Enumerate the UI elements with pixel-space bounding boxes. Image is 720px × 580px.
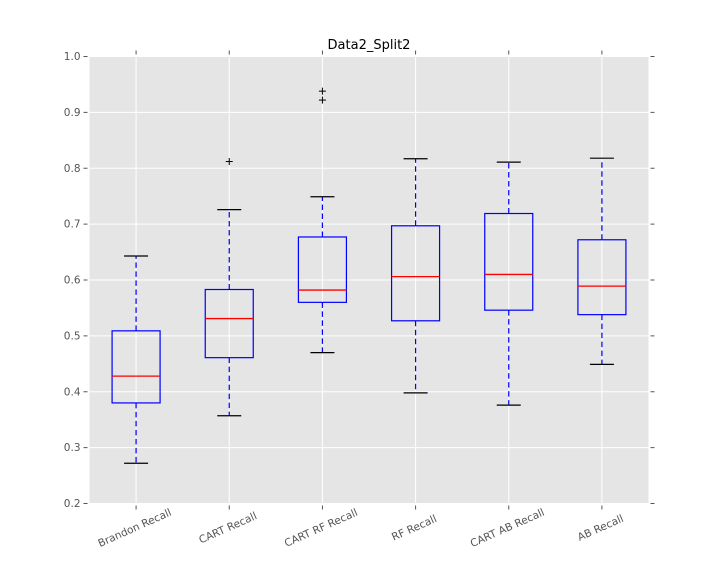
boxplot-ab-recall bbox=[577, 157, 627, 365]
y-tick-label: 0.5 bbox=[64, 330, 81, 342]
y-tick-labels: 0.2 0.3 0.4 0.5 0.6 0.7 0.8 0.9 1.0 bbox=[64, 51, 81, 510]
y-tick-label: 0.7 bbox=[64, 219, 81, 231]
y-tick-label: 0.9 bbox=[64, 107, 81, 119]
box-iqr bbox=[484, 212, 534, 311]
x-tick-label-cart-ab-recall: CART AB Recall bbox=[469, 507, 547, 550]
x-tick-label-rf-recall: RF Recall bbox=[390, 513, 439, 543]
outlier-marker bbox=[318, 87, 326, 95]
y-tick-label: 0.2 bbox=[64, 498, 81, 510]
boxplot-cart-recall bbox=[204, 158, 254, 417]
y-tick-label: 0.8 bbox=[64, 163, 81, 175]
x-tick-label-ab-recall: AB Recall bbox=[576, 513, 626, 544]
y-tick-label: 1.0 bbox=[64, 51, 81, 63]
boxplot-cart-rf-recall bbox=[297, 87, 348, 354]
tick-marks bbox=[83, 50, 655, 510]
boxplot-rf-recall bbox=[390, 158, 441, 394]
chart-title: Data2_Split2 bbox=[328, 38, 411, 53]
x-tick-label-cart-recall: CART Recall bbox=[197, 510, 259, 546]
y-tick-label: 0.4 bbox=[64, 386, 81, 398]
box-iqr bbox=[204, 288, 254, 359]
box-iqr bbox=[390, 225, 441, 322]
boxplot-cart-ab-recall bbox=[484, 161, 534, 406]
box-iqr bbox=[111, 330, 161, 404]
box-iqr bbox=[297, 236, 348, 303]
x-tick-label-cart-rf-recall: CART RF Recall bbox=[283, 507, 360, 550]
outlier-marker bbox=[225, 158, 233, 166]
boxplot-brandon-recall bbox=[111, 255, 161, 464]
y-tick-label: 0.6 bbox=[64, 275, 81, 287]
outlier-marker bbox=[318, 96, 326, 104]
x-tick-labels: Brandon Recall CART Recall CART RF Recall R… bbox=[96, 507, 625, 550]
y-tick-label: 0.3 bbox=[64, 442, 81, 454]
box-iqr bbox=[577, 239, 627, 316]
x-tick-label-brandon-recall: Brandon Recall bbox=[96, 507, 173, 550]
